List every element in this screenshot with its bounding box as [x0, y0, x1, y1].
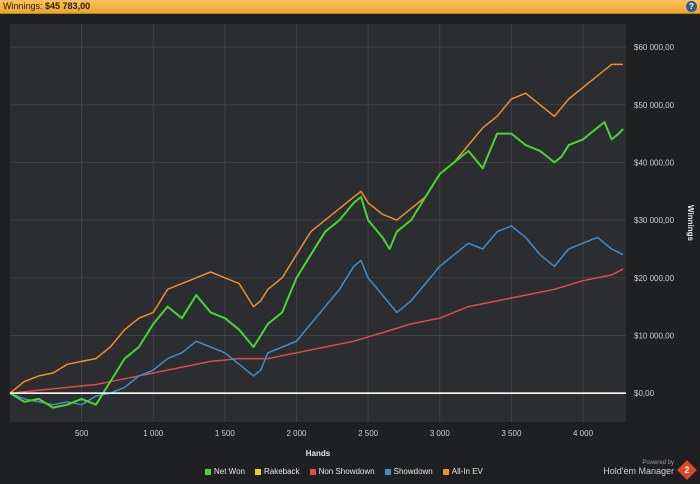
legend-label: All-In EV: [451, 467, 483, 476]
chart-legend: Net Won Rakeback Non Showdown Showdown All-I…: [205, 467, 483, 476]
x-tick-label: 1 000: [143, 429, 164, 438]
winnings-title-bar: Winnings: $45 783,00 ?: [0, 0, 700, 14]
powered-by-label: Powered by: [642, 460, 674, 466]
legend-swatch: [254, 468, 261, 475]
question-icon[interactable]: ?: [686, 1, 697, 12]
y-tick-label: $30 000,00: [634, 216, 675, 225]
powered-by: Powered by Hold'em Manager: [603, 460, 674, 476]
y-tick-label: $60 000,00: [634, 43, 675, 52]
legend-label: Non Showdown: [318, 467, 375, 476]
y-tick-label: $50 000,00: [634, 101, 675, 110]
legend-item[interactable]: All-In EV: [442, 467, 483, 476]
series-line-non-showdown: [9, 268, 624, 394]
y-tick-label: $40 000,00: [634, 158, 675, 167]
x-tick-label: 4 000: [573, 429, 594, 438]
x-tick-label: 3 500: [501, 429, 522, 438]
legend-item[interactable]: Showdown: [384, 467, 433, 476]
x-tick-label: 3 000: [430, 429, 451, 438]
series-line-net-won: [9, 121, 624, 409]
y-tick-label: $10 000,00: [634, 331, 675, 340]
legend-swatch: [442, 468, 449, 475]
legend-swatch: [384, 468, 391, 475]
winnings-value: $45 783,00: [45, 1, 91, 11]
legend-item[interactable]: Rakeback: [254, 467, 300, 476]
x-tick-label: 2 000: [286, 429, 307, 438]
y-tick-label: $20 000,00: [634, 274, 675, 283]
series-line-showdown: [9, 225, 624, 406]
plot-area: [10, 24, 626, 422]
x-tick-label: 2 500: [358, 429, 379, 438]
product-name: Hold'em Manager: [603, 466, 674, 476]
winnings-label: Winnings:: [3, 1, 43, 11]
legend-item[interactable]: Net Won: [205, 467, 245, 476]
y-tick-label: $0,00: [634, 389, 655, 398]
legend-item[interactable]: Non Showdown: [309, 467, 375, 476]
logo-text: 2: [684, 465, 690, 475]
legend-label: Net Won: [214, 467, 245, 476]
legend-label: Rakeback: [263, 467, 300, 476]
legend-label: Showdown: [393, 467, 433, 476]
hm2-logo-icon: 2: [677, 460, 697, 480]
winnings-chart: 500 1 000 1 500 2 000 2 500 3 000 3 500 4 000 $0…: [9, 24, 695, 458]
legend-swatch: [205, 468, 211, 475]
x-tick-label: 500: [75, 429, 89, 438]
series-line-all-in-ev: [9, 63, 624, 394]
legend-swatch: [309, 468, 316, 475]
y-axis-title: Winnings: [686, 205, 695, 241]
x-tick-label: 1 500: [215, 429, 236, 438]
winnings-title: Winnings: $45 783,00: [3, 0, 90, 13]
x-axis-title: Hands: [306, 449, 331, 458]
